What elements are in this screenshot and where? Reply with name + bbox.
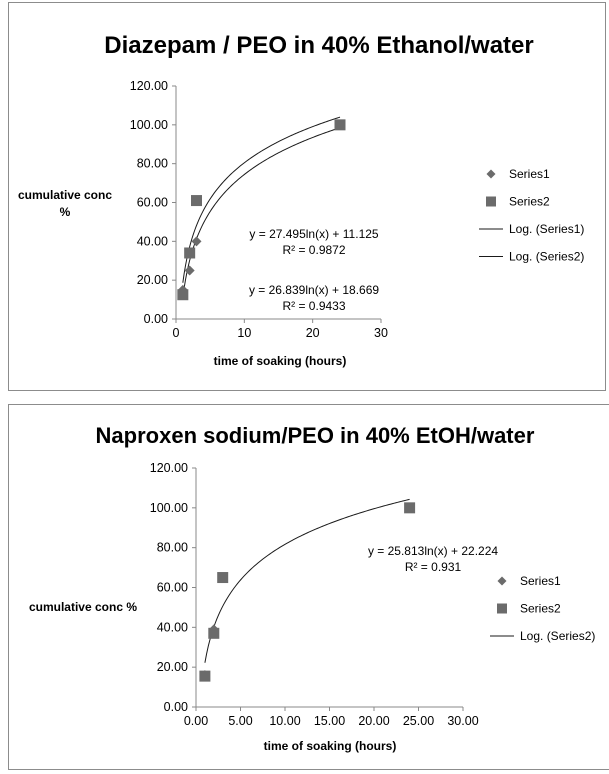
y-axis-label-unit: % (60, 205, 71, 219)
x-tick-label: 30 (374, 326, 388, 340)
trendline-equation: y = 27.495ln(x) + 11.125 (249, 227, 379, 241)
y-tick-label: 40.00 (137, 234, 168, 248)
legend-label: Series1 (509, 167, 550, 181)
trendline-equation: y = 26.839ln(x) + 18.669 (249, 283, 379, 297)
x-axis-label: time of soaking (hours) (214, 354, 347, 368)
chart-title: Naproxen sodium/PEO in 40% EtOH/water (96, 423, 535, 448)
y-axis-label: cumulative conc (18, 188, 112, 202)
y-tick-label: 40.00 (157, 620, 188, 634)
legend-label: Log. (Series2) (509, 250, 584, 264)
data-point-diamond (184, 265, 195, 276)
y-tick-label: 120.00 (130, 79, 168, 93)
y-tick-label: 20.00 (157, 660, 188, 674)
x-tick-label: 20.00 (358, 714, 389, 728)
legend: Series1 Series2 Log. (Series1) Log. (Series… (479, 167, 584, 264)
x-tick-label: 10 (237, 326, 251, 340)
trendline-r2: R² = 0.9872 (282, 243, 345, 257)
legend-marker (486, 196, 496, 207)
legend-marker (497, 576, 507, 586)
x-axis-label: time of soaking (hours) (264, 739, 397, 753)
legend: Series1 Series2 Log. (Series2) (490, 574, 595, 643)
data-point-square (184, 247, 196, 259)
y-tick-label: 80.00 (137, 157, 168, 171)
data-point-square (334, 119, 346, 131)
data-point-square (208, 627, 220, 639)
legend-label: Log. (Series1) (509, 222, 584, 236)
y-tick-label: 80.00 (157, 541, 188, 555)
trendline (204, 498, 410, 663)
data-point-square (217, 572, 229, 584)
y-tick-label: 20.00 (137, 273, 168, 287)
legend-label: Series2 (509, 195, 550, 209)
trendline-equation: y = 25.813ln(x) + 22.224 (368, 544, 498, 558)
y-axis-label: cumulative conc % (29, 600, 137, 614)
data-point-square (404, 502, 416, 514)
trendline (182, 116, 341, 283)
legend-label: Series1 (520, 574, 561, 588)
y-tick-label: 60.00 (137, 196, 168, 210)
x-tick-label: 5.00 (228, 714, 252, 728)
x-tick-label: 15.00 (314, 714, 345, 728)
legend-label: Series2 (520, 602, 561, 616)
legend-label: Log. (Series2) (520, 629, 595, 643)
x-tick-label: 25.00 (403, 714, 434, 728)
x-tick-label: 10.00 (269, 714, 300, 728)
data-point-diamond (191, 236, 202, 247)
y-tick-label: 0.00 (164, 700, 188, 714)
x-tick-label: 0 (173, 326, 180, 340)
data-point-square (191, 195, 202, 207)
y-tick-label: 100.00 (150, 501, 188, 515)
y-tick-label: 0.00 (144, 312, 168, 326)
x-tick-label: 0.00 (184, 714, 208, 728)
trendline (182, 127, 341, 298)
x-tick-label: 20 (306, 326, 320, 340)
data-point-square (199, 670, 211, 682)
chart-naproxen: Naproxen sodium/PEO in 40% EtOH/water cu… (29, 423, 595, 753)
y-tick-label: 120.00 (150, 461, 188, 475)
y-tick-label: 100.00 (130, 118, 168, 132)
chart-title: Diazepam / PEO in 40% Ethanol/water (104, 32, 533, 59)
chart-panel-naproxen: Naproxen sodium/PEO in 40% EtOH/water cu… (8, 404, 609, 770)
legend-marker (486, 169, 496, 179)
x-tick-label: 30.00 (447, 714, 478, 728)
data-point-square (177, 289, 189, 301)
chart-panel-diazepam: Diazepam / PEO in 40% Ethanol/water cumu… (8, 2, 606, 391)
legend-marker (497, 603, 507, 614)
y-tick-label: 60.00 (157, 581, 188, 595)
chart-diazepam: Diazepam / PEO in 40% Ethanol/water cumu… (18, 32, 584, 368)
trendline-r2: R² = 0.9433 (282, 299, 345, 313)
trendline-r2: R² = 0.931 (405, 560, 462, 574)
